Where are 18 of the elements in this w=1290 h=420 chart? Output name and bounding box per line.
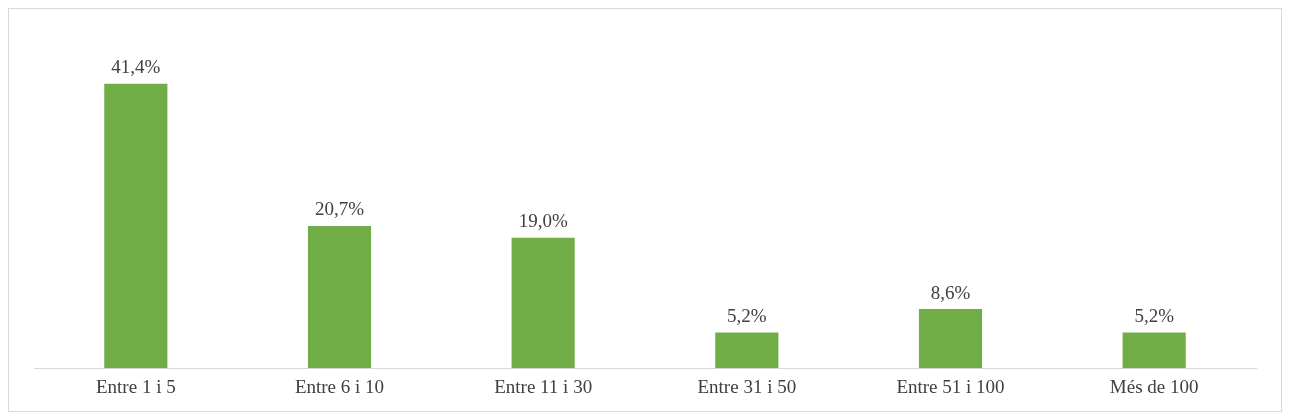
data-label: 20,7%	[314, 198, 365, 220]
data-label: 8,6%	[930, 281, 971, 303]
bar	[715, 332, 779, 369]
bar	[918, 309, 983, 369]
data-label: 5,2%	[1134, 304, 1175, 326]
x-tick-label: Entre 1 i 5	[95, 375, 176, 397]
bar	[307, 225, 372, 369]
x-tick-label: Més de 100	[1109, 375, 1199, 397]
x-tick-label: Entre 6 i 10	[294, 375, 385, 397]
data-label: 41,4%	[111, 56, 161, 78]
x-tick-label: Entre 11 i 30	[494, 375, 593, 397]
bar	[1122, 332, 1186, 369]
data-label: 19,0%	[518, 210, 568, 232]
data-label: 5,2%	[727, 304, 767, 326]
x-tick-label: Entre 31 i 50	[697, 375, 797, 397]
x-tick-label: Entre 51 i 100	[896, 375, 1005, 397]
bar	[104, 83, 168, 369]
bar	[511, 237, 575, 369]
